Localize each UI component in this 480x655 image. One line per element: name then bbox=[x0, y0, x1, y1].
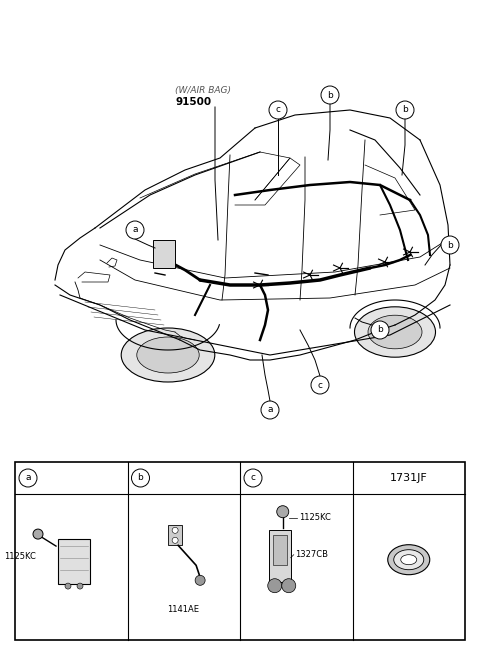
Text: 1731JF: 1731JF bbox=[390, 473, 428, 483]
Circle shape bbox=[282, 579, 296, 593]
Bar bbox=[15, 462, 465, 640]
Text: b: b bbox=[377, 326, 383, 335]
Text: 1141AE: 1141AE bbox=[167, 605, 199, 614]
Bar bbox=[153, 240, 175, 268]
Circle shape bbox=[172, 527, 178, 533]
Circle shape bbox=[19, 469, 37, 487]
Text: (W/AIR BAG): (W/AIR BAG) bbox=[175, 86, 231, 95]
Text: c: c bbox=[317, 381, 323, 390]
Ellipse shape bbox=[388, 545, 430, 574]
Ellipse shape bbox=[121, 328, 215, 382]
Text: a: a bbox=[267, 405, 273, 415]
Ellipse shape bbox=[137, 337, 199, 373]
Bar bbox=[58, 539, 90, 584]
Circle shape bbox=[195, 575, 205, 586]
Circle shape bbox=[132, 469, 149, 487]
Bar bbox=[273, 534, 287, 565]
Ellipse shape bbox=[355, 307, 435, 357]
Text: b: b bbox=[138, 474, 144, 483]
Circle shape bbox=[277, 506, 289, 517]
Circle shape bbox=[269, 101, 287, 119]
Circle shape bbox=[33, 529, 43, 539]
Text: c: c bbox=[276, 105, 280, 115]
Text: c: c bbox=[251, 474, 255, 483]
Text: a: a bbox=[25, 474, 31, 483]
Text: 1125KC: 1125KC bbox=[299, 514, 331, 522]
Circle shape bbox=[396, 101, 414, 119]
Circle shape bbox=[371, 321, 389, 339]
Bar bbox=[269, 530, 291, 582]
Text: b: b bbox=[327, 90, 333, 100]
Text: 91500: 91500 bbox=[175, 97, 211, 107]
Circle shape bbox=[261, 401, 279, 419]
Ellipse shape bbox=[394, 550, 424, 570]
Circle shape bbox=[172, 537, 178, 543]
Circle shape bbox=[311, 376, 329, 394]
Ellipse shape bbox=[401, 555, 417, 565]
Circle shape bbox=[126, 221, 144, 239]
Ellipse shape bbox=[368, 315, 422, 349]
Bar bbox=[168, 525, 182, 546]
Text: 1125KC: 1125KC bbox=[4, 552, 36, 561]
Circle shape bbox=[441, 236, 459, 254]
Circle shape bbox=[77, 583, 83, 589]
Circle shape bbox=[268, 579, 282, 593]
Circle shape bbox=[65, 583, 71, 589]
Circle shape bbox=[244, 469, 262, 487]
Text: 1327CB: 1327CB bbox=[295, 550, 328, 559]
Text: a: a bbox=[132, 225, 138, 234]
Text: b: b bbox=[402, 105, 408, 115]
Text: b: b bbox=[447, 240, 453, 250]
Circle shape bbox=[321, 86, 339, 104]
